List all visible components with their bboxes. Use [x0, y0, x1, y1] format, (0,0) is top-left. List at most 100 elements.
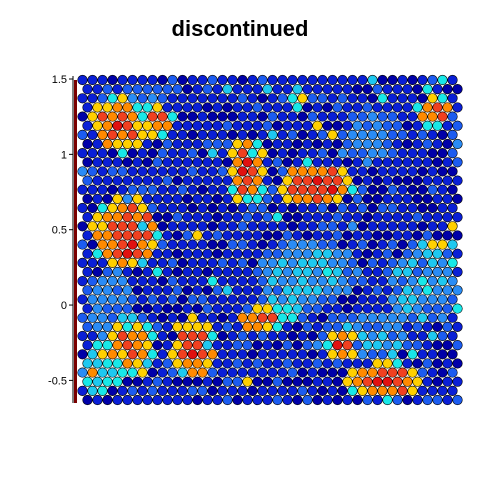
hex-cell — [207, 367, 218, 378]
hex-cell — [157, 294, 168, 305]
hex-cell — [127, 129, 138, 140]
hex-cell — [442, 193, 453, 204]
hex-cell — [387, 93, 398, 104]
hex-cell — [377, 221, 388, 232]
hex-cell — [242, 230, 253, 241]
hex-cell — [422, 376, 433, 387]
hex-cell — [142, 175, 153, 186]
hex-cell — [137, 385, 148, 396]
hex-cell — [347, 74, 358, 86]
hex-cell — [282, 303, 293, 314]
hex-cell — [237, 349, 248, 360]
hex-cell — [87, 202, 98, 214]
hex-cell — [392, 138, 403, 150]
hex-cell — [362, 102, 373, 113]
hex-cell — [397, 349, 408, 360]
hex-cell — [337, 257, 348, 268]
hex-cell — [342, 102, 353, 113]
hex-cell — [447, 239, 458, 250]
hex-cell — [362, 394, 373, 406]
hex-cell — [242, 340, 253, 351]
hex-cell — [267, 221, 278, 232]
hex-cell — [357, 111, 368, 122]
hex-cell — [327, 148, 338, 159]
hex-cell — [342, 376, 353, 387]
hex-cell — [382, 175, 393, 186]
hex-cell — [327, 221, 338, 232]
hex-cell — [382, 120, 393, 131]
hex-cell — [432, 175, 443, 186]
hex-cell — [427, 385, 438, 396]
hex-cell — [432, 303, 443, 314]
hex-cell — [112, 120, 123, 131]
hex-cell — [247, 257, 258, 268]
hex-cell — [417, 74, 428, 86]
hex-cell — [157, 276, 168, 287]
hex-cell — [192, 340, 203, 351]
hex-cell — [142, 340, 153, 351]
hex-cell — [142, 376, 153, 387]
hex-cell — [202, 175, 213, 186]
hex-cell — [132, 303, 143, 314]
hex-cell — [237, 367, 248, 378]
hex-cell — [202, 120, 213, 131]
hex-cell — [102, 376, 113, 387]
hex-cell — [242, 394, 253, 406]
hex-cell — [317, 93, 328, 104]
hex-cell — [272, 138, 283, 150]
hex-cell — [382, 376, 393, 387]
hex-cell — [452, 102, 463, 113]
hex-cell — [97, 166, 108, 177]
hex-cell — [137, 276, 148, 287]
hex-cell — [407, 330, 418, 342]
hex-cell — [112, 138, 123, 150]
hex-cell — [172, 285, 183, 296]
hex-cell — [172, 340, 183, 351]
hex-cell — [452, 193, 463, 204]
hex-cell — [177, 184, 188, 195]
hex-cell — [107, 367, 118, 378]
hex-cell — [142, 394, 153, 406]
hex-cell — [207, 221, 218, 232]
hex-cell — [92, 212, 103, 223]
hex-cell — [392, 394, 403, 406]
hex-cell — [97, 257, 108, 268]
hex-cell — [422, 340, 433, 351]
hex-cell — [82, 212, 93, 223]
hex-cell — [142, 230, 153, 241]
hex-cell — [157, 184, 168, 195]
hex-cell — [117, 111, 128, 122]
hex-cell — [367, 221, 378, 232]
hex-cell — [127, 202, 138, 214]
hex-cell — [247, 294, 258, 305]
hex-cell — [222, 266, 233, 278]
hex-cell — [377, 257, 388, 268]
hex-cell — [317, 349, 328, 360]
cells-group — [77, 74, 463, 406]
hex-cell — [162, 175, 173, 186]
hex-cell — [237, 129, 248, 140]
hex-cell — [132, 321, 143, 332]
hex-cell — [177, 257, 188, 268]
hex-cell — [182, 138, 193, 150]
hex-cell — [367, 385, 378, 396]
hex-cell — [277, 330, 288, 342]
hex-cell — [292, 102, 303, 113]
hex-cell — [277, 202, 288, 214]
hex-cell — [252, 285, 263, 296]
hex-cell — [447, 221, 458, 232]
hex-cell — [152, 193, 163, 204]
hex-cell — [312, 102, 323, 113]
hex-cell — [197, 93, 208, 104]
hex-cell — [302, 394, 313, 406]
hex-cell — [342, 212, 353, 223]
hex-cell — [97, 148, 108, 159]
hex-cell — [177, 93, 188, 104]
hex-cell — [242, 102, 253, 113]
hex-cell — [332, 120, 343, 131]
hex-cell — [207, 93, 218, 104]
hex-cell — [392, 248, 403, 259]
hex-cell — [157, 367, 168, 378]
hex-cell — [162, 102, 173, 113]
hex-cell — [247, 202, 258, 214]
